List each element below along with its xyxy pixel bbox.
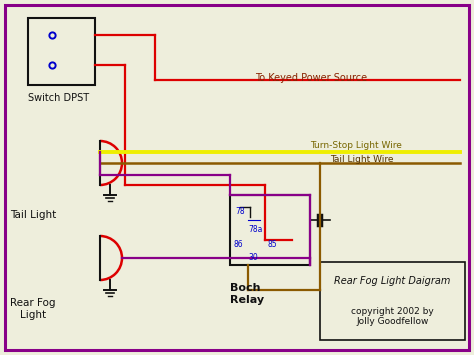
Text: To Keyed Power Source: To Keyed Power Source bbox=[255, 73, 367, 83]
Text: copyright 2002 by
Jolly Goodfellow: copyright 2002 by Jolly Goodfellow bbox=[351, 307, 434, 326]
Text: Boch
Relay: Boch Relay bbox=[230, 283, 264, 305]
Text: Rear Fog Light Daigram: Rear Fog Light Daigram bbox=[334, 276, 451, 286]
Text: Switch DPST: Switch DPST bbox=[28, 93, 89, 103]
Text: 30: 30 bbox=[248, 253, 258, 262]
Bar bbox=[320, 262, 465, 340]
Bar bbox=[28, 18, 95, 85]
Text: Tail Light Wire: Tail Light Wire bbox=[330, 155, 393, 164]
Text: 86: 86 bbox=[234, 240, 244, 249]
Text: 85: 85 bbox=[268, 240, 278, 249]
Text: 78a: 78a bbox=[248, 225, 263, 234]
Bar bbox=[230, 195, 310, 265]
Text: Rear Fog
Light: Rear Fog Light bbox=[10, 298, 55, 320]
Text: 78: 78 bbox=[235, 207, 245, 216]
Text: Tail Light: Tail Light bbox=[10, 210, 56, 220]
Text: Turn-Stop Light Wire: Turn-Stop Light Wire bbox=[310, 141, 402, 150]
